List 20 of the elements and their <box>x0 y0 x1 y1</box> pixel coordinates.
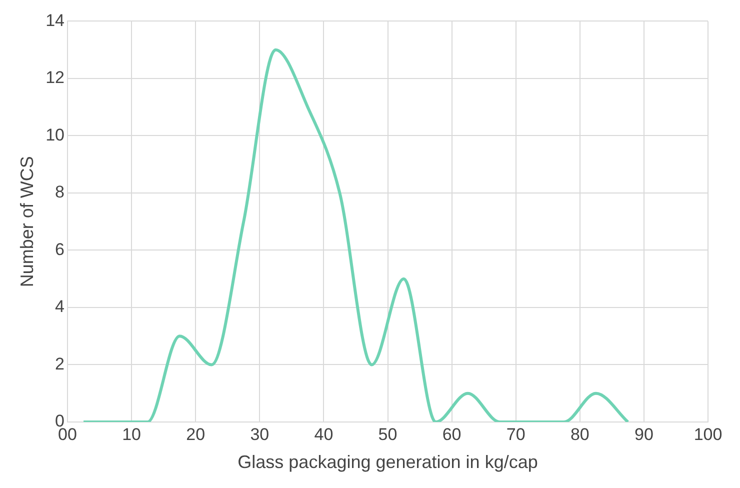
y-tick-label: 4 <box>55 297 65 316</box>
x-axis-title: Glass packaging generation in kg/cap <box>238 452 538 472</box>
x-tick-label: 90 <box>634 424 654 444</box>
y-tick-label: 8 <box>55 182 65 202</box>
x-tick-label: 10 <box>122 424 142 444</box>
x-tick-label: 70 <box>506 424 526 444</box>
line-series <box>82 48 630 422</box>
x-tick-label: 100 <box>694 424 722 444</box>
x-tick-label: 40 <box>314 424 334 444</box>
x-tick-label: 60 <box>442 424 462 444</box>
y-tick-label: 12 <box>46 68 65 88</box>
x-tick-label: 50 <box>378 424 398 444</box>
y-tick-label: 14 <box>46 10 65 30</box>
y-tick-label: 2 <box>55 354 65 374</box>
x-tick-label: 80 <box>570 424 590 444</box>
y-tick-label: 6 <box>55 240 65 259</box>
y-tick-label: 10 <box>46 125 65 144</box>
y-axis-title: Number of WCS <box>16 156 37 288</box>
x-tick-label: 20 <box>186 424 206 444</box>
x-tick-label: 30 <box>250 424 270 444</box>
